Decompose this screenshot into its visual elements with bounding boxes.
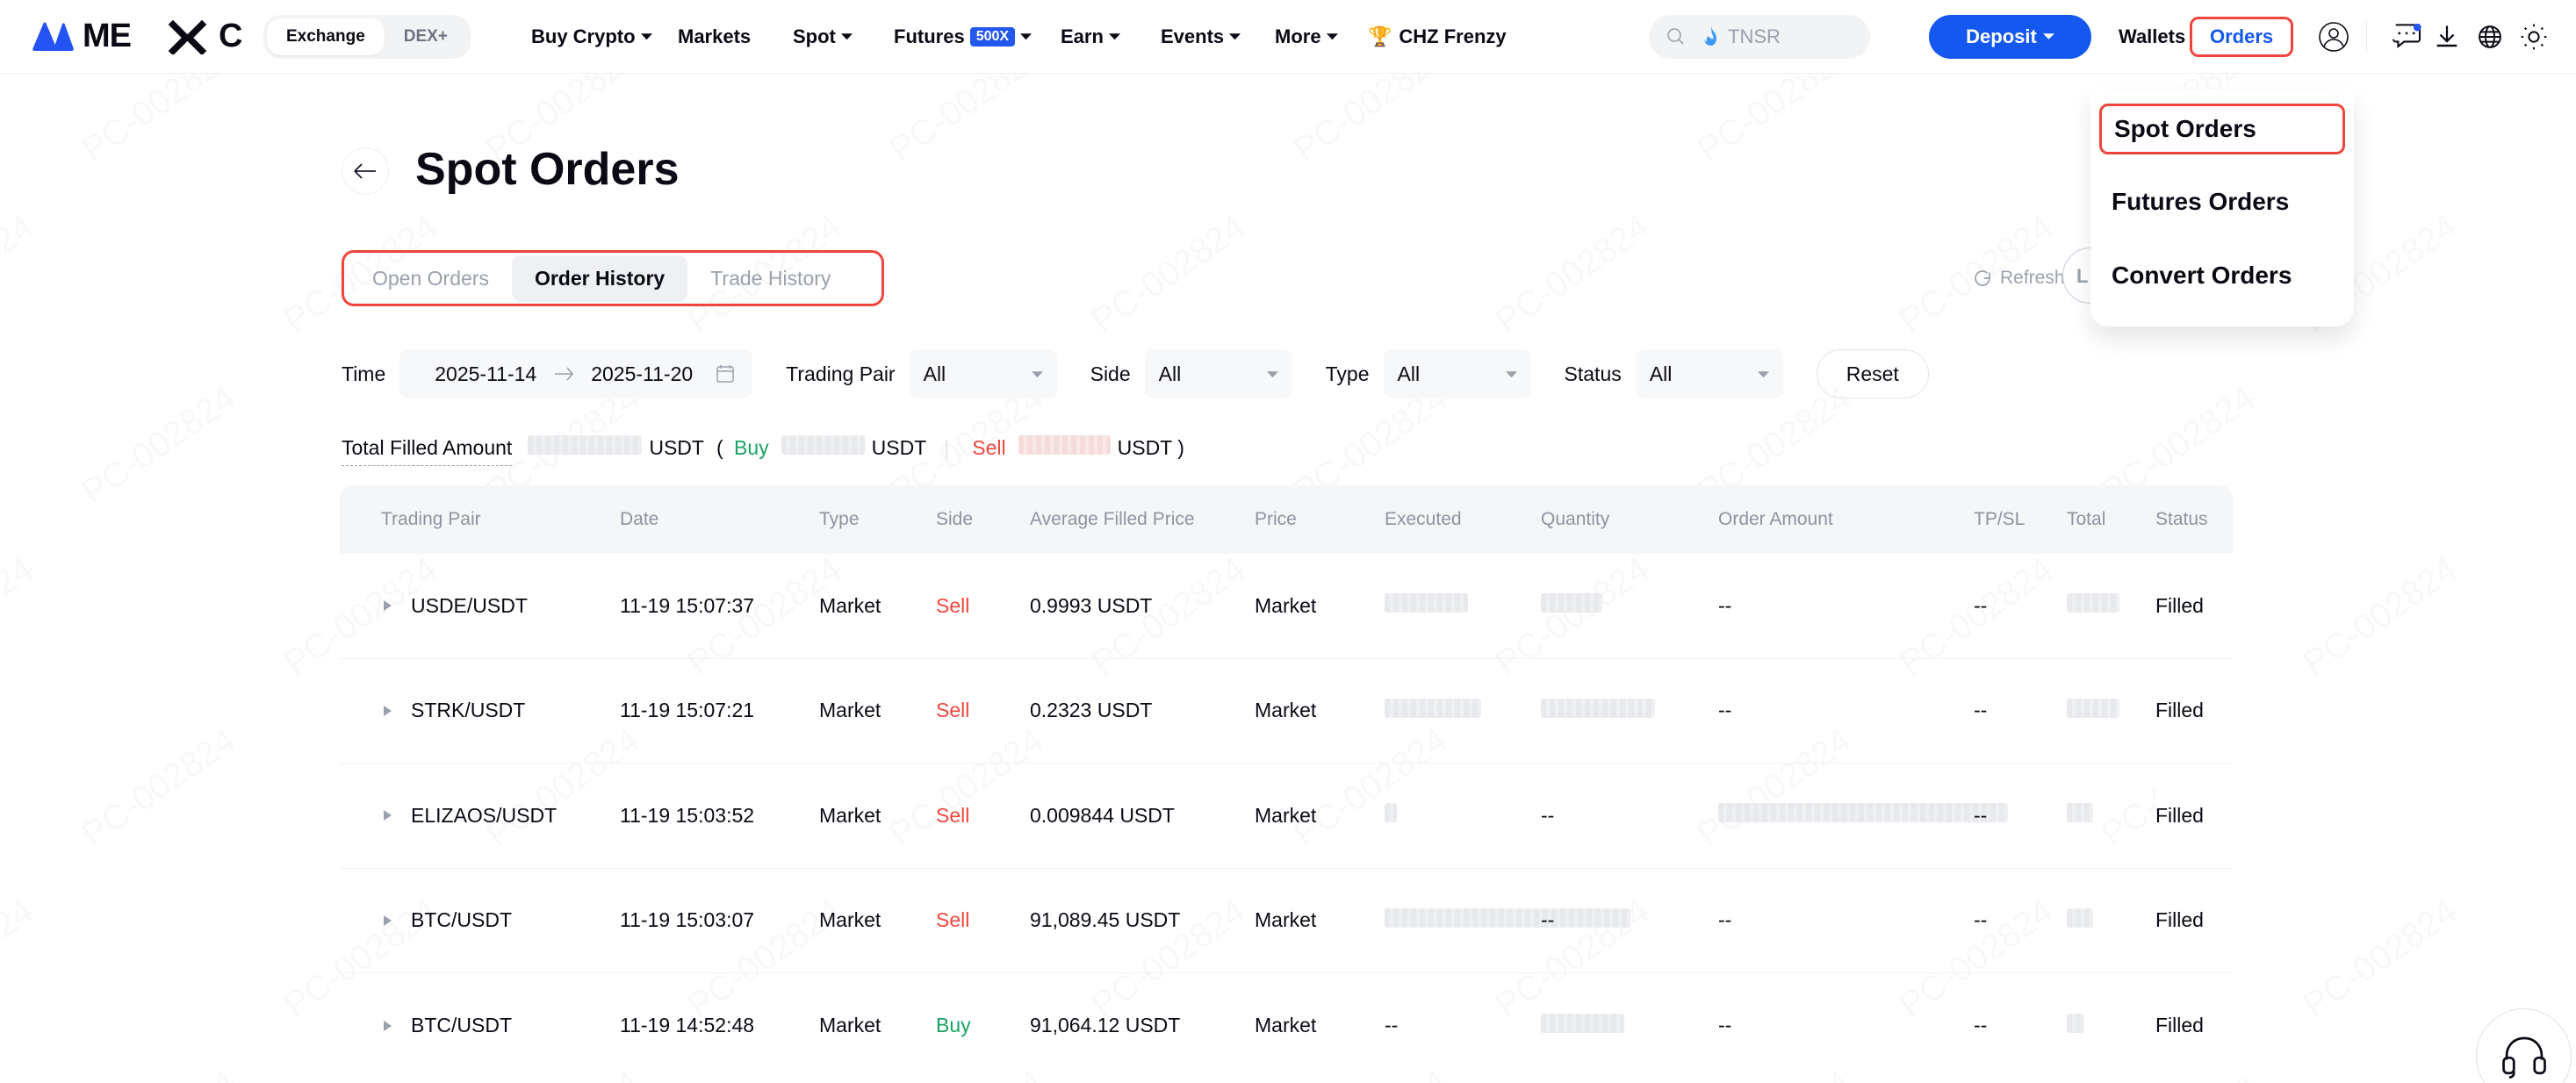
svg-text:C: C: [219, 19, 242, 54]
svg-text:ME: ME: [83, 19, 131, 54]
